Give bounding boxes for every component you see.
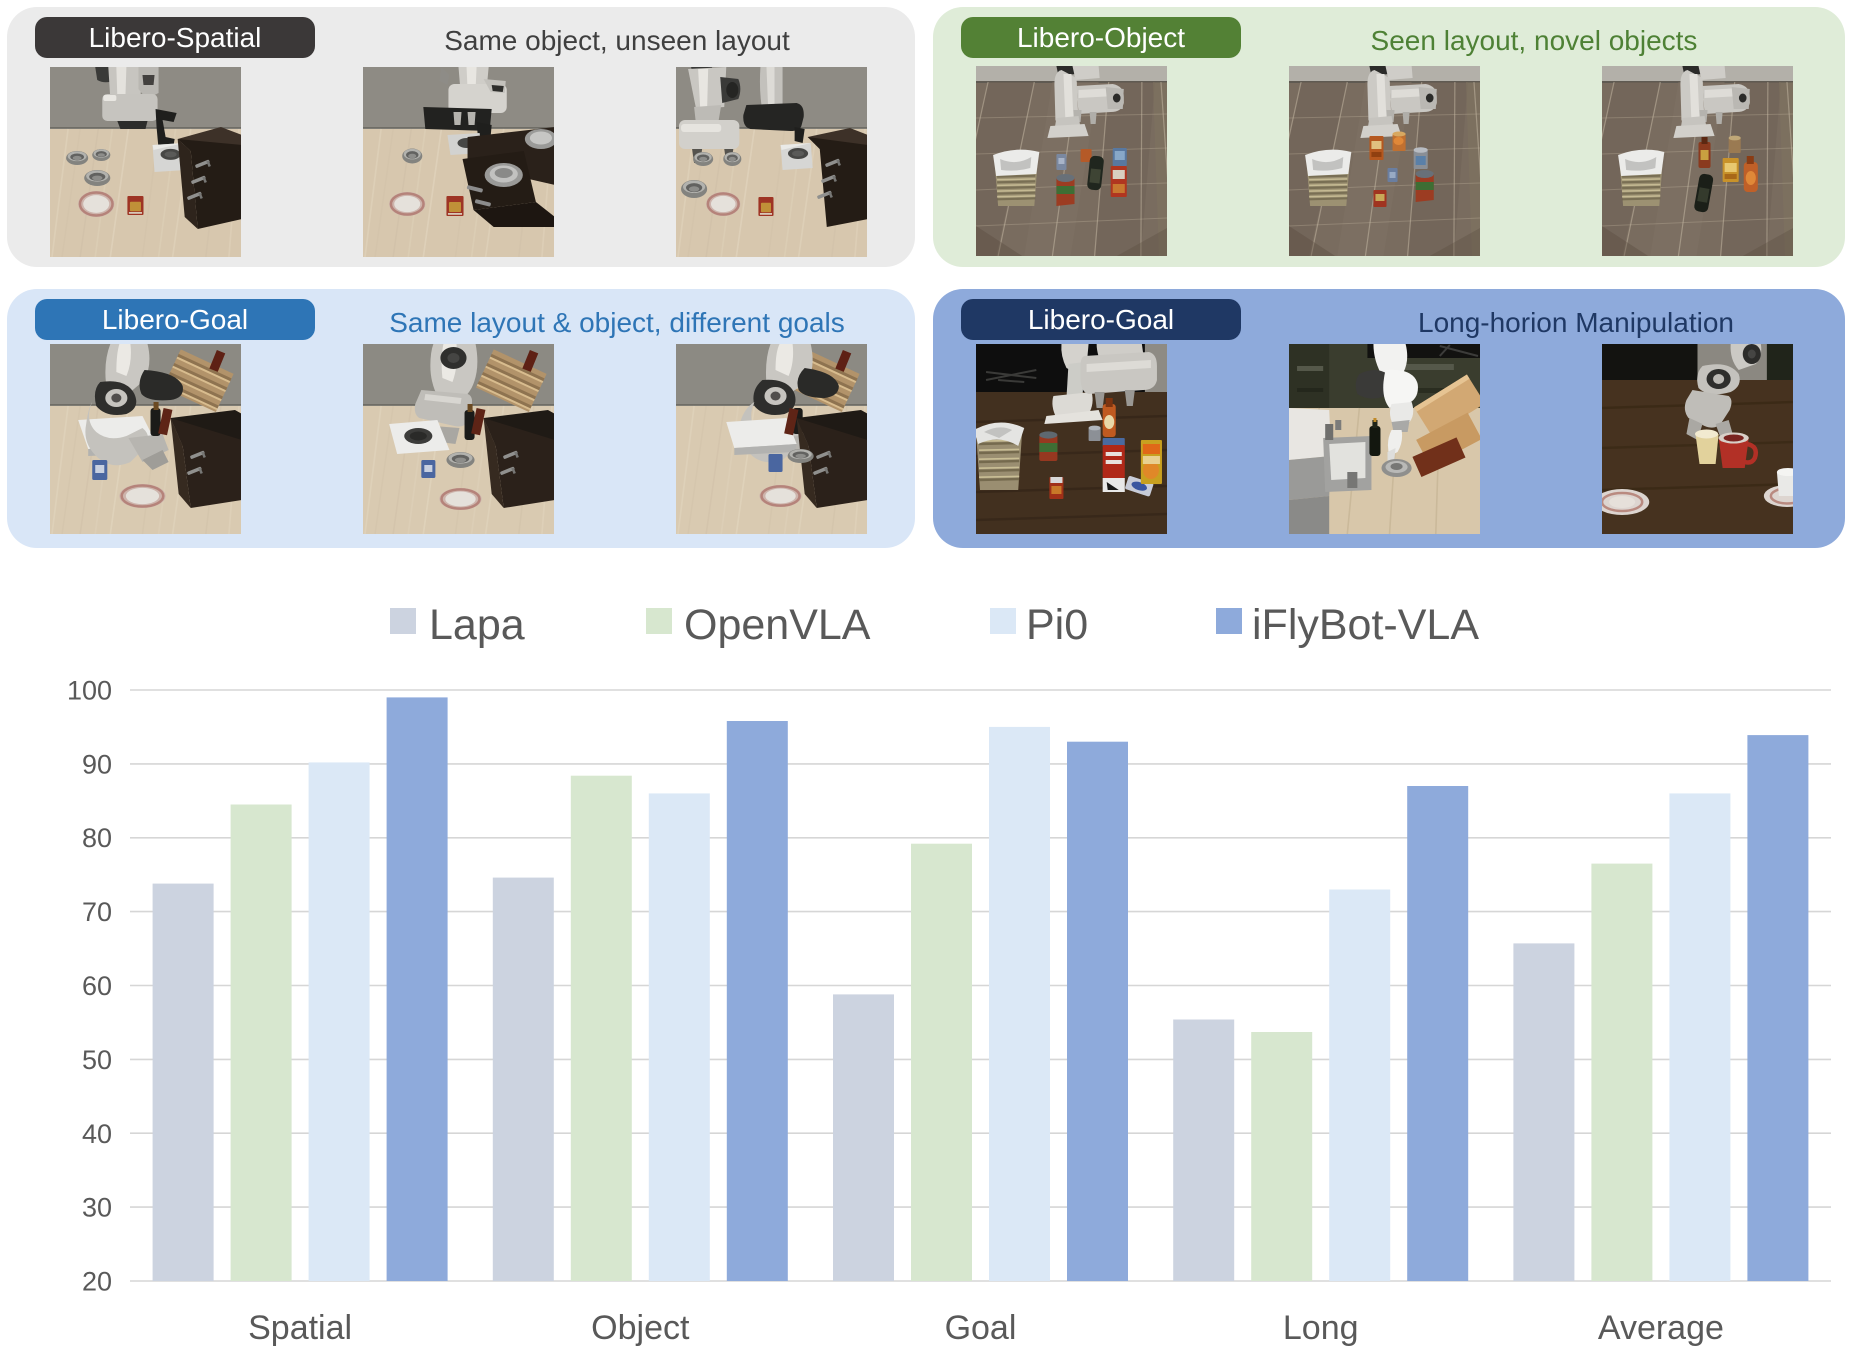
svg-text:Average: Average — [1598, 1309, 1724, 1347]
svg-text:Pi0: Pi0 — [1026, 601, 1088, 649]
svg-text:90: 90 — [82, 749, 112, 779]
svg-text:40: 40 — [82, 1119, 112, 1149]
svg-text:20: 20 — [82, 1267, 112, 1297]
svg-text:70: 70 — [82, 897, 112, 927]
svg-text:60: 60 — [82, 971, 112, 1001]
svg-text:Goal: Goal — [945, 1309, 1017, 1347]
svg-text:Object: Object — [591, 1309, 690, 1347]
svg-text:50: 50 — [82, 1045, 112, 1075]
svg-text:iFlyBot-VLA: iFlyBot-VLA — [1252, 601, 1479, 649]
svg-text:30: 30 — [82, 1193, 112, 1223]
svg-text:80: 80 — [82, 823, 112, 853]
svg-text:Lapa: Lapa — [429, 601, 525, 649]
svg-text:Long: Long — [1283, 1309, 1359, 1347]
svg-text:100: 100 — [67, 676, 112, 706]
svg-text:Spatial: Spatial — [248, 1309, 352, 1347]
svg-text:OpenVLA: OpenVLA — [684, 601, 871, 649]
